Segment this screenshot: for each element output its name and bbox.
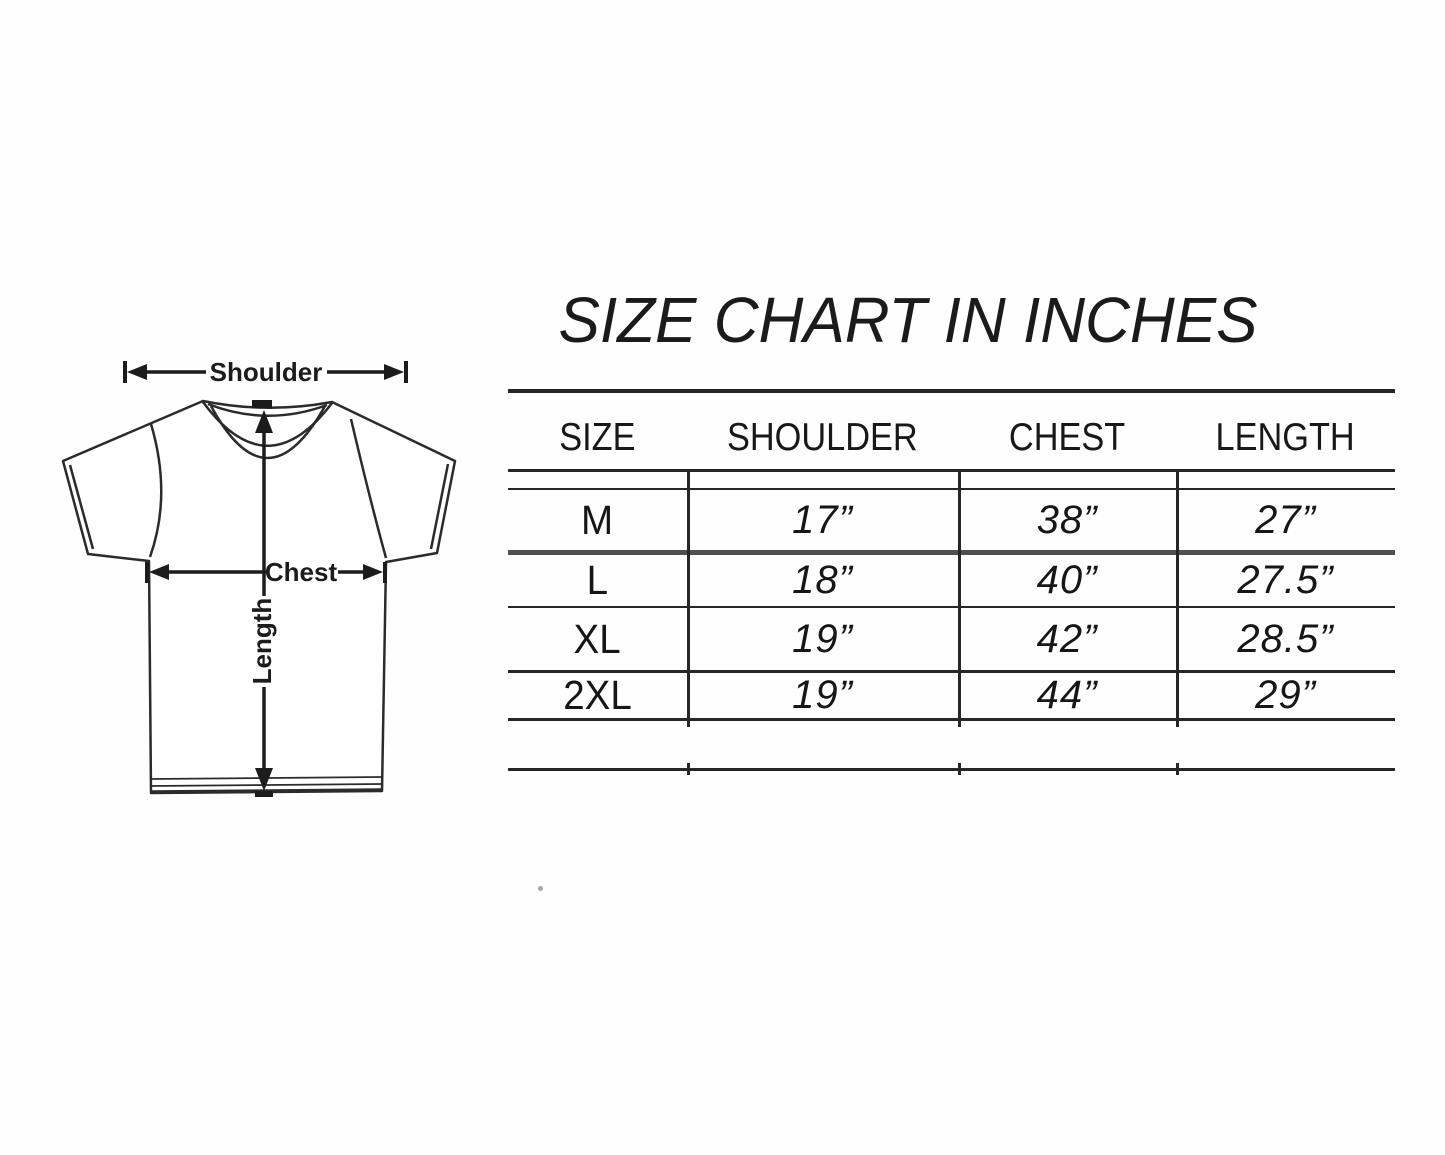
cell-m-size: M [581, 496, 614, 543]
table-bottom-border [508, 768, 1395, 771]
scan-artifact-speck [538, 886, 543, 891]
cell-l-size: L [586, 557, 609, 603]
cell-xl-shoulder: 19” [792, 616, 853, 661]
table-top-border [508, 389, 1395, 393]
table-row-m: M 17” 38” 27” [508, 490, 1395, 550]
cell-2xl-shoulder: 19” [792, 672, 853, 717]
chest-dimension-arrow [145, 562, 387, 583]
row-rule-2xl [508, 718, 1395, 721]
bottom-stub-3 [1176, 763, 1179, 775]
collar-tab [252, 400, 272, 408]
tshirt-measurement-diagram: Shoulder Chest [61, 357, 457, 797]
header-chest: CHEST [1008, 416, 1126, 459]
cell-l-length: 27.5” [1237, 558, 1334, 602]
cell-m-length: 27” [1255, 497, 1316, 542]
chest-label-bg [267, 556, 336, 587]
row-rule-m [508, 550, 1395, 555]
row-rule-xl [508, 670, 1395, 673]
table-row-2xl: 2XL 19” 44” 29” [508, 672, 1395, 718]
header-size: SIZE [559, 416, 636, 459]
col-divider-2 [958, 469, 961, 727]
length-label-bg [248, 596, 277, 687]
cell-l-shoulder: 18” [792, 558, 853, 602]
cell-l-chest: 40” [1036, 558, 1098, 602]
length-label: Length [247, 598, 277, 685]
bottom-stub-2 [958, 763, 961, 775]
page-title: SIZE CHART IN INCHES [558, 284, 1258, 356]
spacer-rule [508, 488, 1395, 490]
bottom-stub-1 [687, 763, 690, 775]
table-header-row: SIZE SHOULDER CHEST LENGTH [508, 393, 1395, 469]
size-chart-table: SIZE SHOULDER CHEST LENGTH M 17” 38” 27”… [508, 389, 1395, 789]
header-bottom-rule [508, 469, 1395, 472]
cell-xl-size: XL [573, 615, 622, 662]
col-divider-3 [1176, 469, 1179, 727]
chest-label: Chest [265, 557, 338, 587]
header-shoulder: SHOULDER [727, 416, 918, 459]
cell-xl-chest: 42” [1036, 616, 1098, 661]
cell-2xl-chest: 44” [1036, 672, 1098, 717]
header-length: LENGTH [1215, 416, 1356, 459]
shoulder-label: Shoulder [210, 357, 323, 387]
table-row-xl: XL 19” 42” 28.5” [508, 608, 1395, 670]
shoulder-dimension-arrow [123, 361, 408, 383]
cell-2xl-size: 2XL [563, 671, 632, 718]
cell-2xl-length: 29” [1255, 672, 1316, 717]
table-row-l: L 18” 40” 27.5” [508, 555, 1395, 606]
row-rule-l [508, 606, 1395, 608]
cell-m-chest: 38” [1036, 497, 1098, 542]
col-divider-1 [687, 469, 690, 727]
cell-m-shoulder: 17” [792, 497, 853, 542]
cell-xl-length: 28.5” [1237, 616, 1334, 661]
